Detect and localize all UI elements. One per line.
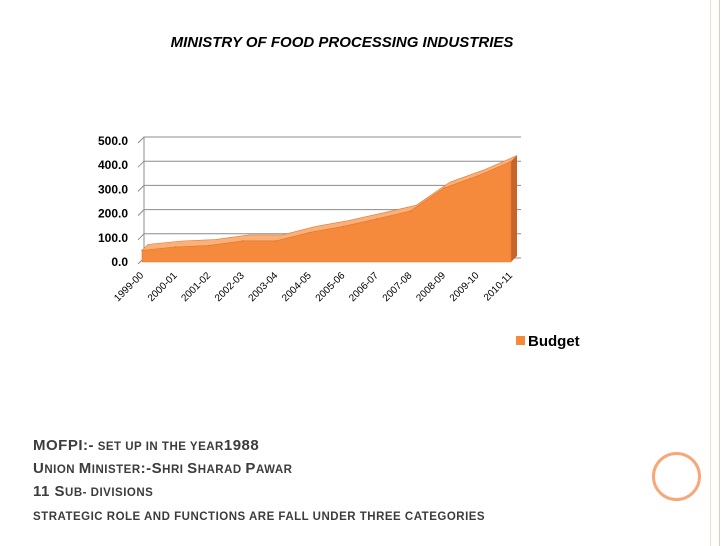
chart-title: MINISTRY OF FOOD PROCESSING INDUSTRIES bbox=[171, 34, 514, 51]
data-point bbox=[376, 218, 378, 220]
x-tick-label: 2009-10 bbox=[448, 270, 482, 304]
y-tick-label: 200.0 bbox=[98, 207, 128, 221]
body-line: 11 Sub- divisions bbox=[33, 483, 153, 501]
body-text-segment: hri bbox=[162, 464, 188, 476]
x-tick-label: 2008-09 bbox=[414, 270, 448, 304]
body-text-segment: inister bbox=[91, 464, 141, 476]
data-point bbox=[476, 175, 479, 177]
budget-area-chart: MINISTRY OF FOOD PROCESSING INDUSTRIES 0… bbox=[98, 34, 580, 350]
x-tick-label: 2000-01 bbox=[146, 270, 180, 304]
x-tick-label: 2006-07 bbox=[347, 270, 381, 304]
body-text-segment: 1988 bbox=[223, 437, 260, 454]
y-tick-label: 400.0 bbox=[98, 158, 128, 172]
body-text-segment: MOFPI:- bbox=[33, 437, 94, 454]
x-tick-label: 2005-06 bbox=[314, 270, 348, 304]
x-tick-label: 2010-11 bbox=[482, 270, 516, 304]
x-tick-label: 1999-00 bbox=[112, 270, 146, 304]
body-line: strategic role and functions are fall un… bbox=[33, 507, 485, 525]
x-tick-label: 2004-05 bbox=[280, 270, 314, 304]
body-text-segment: nion bbox=[44, 464, 79, 476]
y-tick-label: 300.0 bbox=[98, 182, 128, 196]
data-point bbox=[409, 210, 412, 212]
data-point bbox=[174, 246, 177, 248]
body-line: Union Minister:-Shri Sharad Pawar bbox=[33, 460, 292, 478]
slide-border-line-inner bbox=[710, 0, 711, 546]
legend-swatch bbox=[516, 336, 525, 345]
data-point bbox=[208, 244, 210, 247]
area-series bbox=[141, 155, 518, 263]
data-point bbox=[510, 160, 512, 163]
body-text-segment: set up in the year bbox=[94, 441, 224, 453]
area-front-face bbox=[141, 161, 512, 263]
y-tick-label: 0.0 bbox=[111, 255, 128, 269]
body-text-segment: U bbox=[33, 460, 45, 477]
gridline bbox=[137, 136, 521, 144]
x-axis-ticks: 1999-00 2000-01 2001-02 2002-03 2003-04 2004-… bbox=[112, 270, 515, 304]
y-tick-label: 100.0 bbox=[98, 231, 128, 245]
data-point bbox=[308, 231, 311, 234]
y-axis-ticks: 0.0 100.0 200.0 300.0 400.0 500.0 bbox=[98, 134, 128, 269]
gridline bbox=[137, 160, 521, 168]
x-tick-label: 2007-08 bbox=[381, 270, 415, 304]
legend: Budget bbox=[516, 333, 580, 350]
body-text-segment: 11 S bbox=[33, 483, 66, 500]
data-point bbox=[443, 187, 445, 189]
y-tick-label: 500.0 bbox=[98, 134, 128, 148]
body-text-segment: harad bbox=[197, 464, 246, 476]
decorative-circle bbox=[652, 452, 701, 501]
x-tick-label: 2002-03 bbox=[213, 270, 247, 304]
body-text-segment: strategic role and functions are fall un… bbox=[33, 511, 486, 523]
x-tick-label: 2001-02 bbox=[179, 270, 213, 304]
slide-border-line bbox=[719, 0, 720, 546]
body-text-segment: ub- divisions bbox=[65, 487, 154, 499]
area-side-face bbox=[511, 155, 517, 262]
data-point bbox=[141, 249, 143, 252]
data-point bbox=[342, 225, 345, 228]
body-line: MOFPI:- set up in the year1988 bbox=[33, 437, 259, 455]
body-text-segment: M bbox=[78, 460, 92, 477]
legend-label: Budget bbox=[528, 333, 580, 350]
body-text-segment: awar bbox=[255, 464, 293, 476]
data-point bbox=[241, 240, 244, 242]
body-text-segment: S bbox=[187, 460, 198, 477]
body-text-segment: :-S bbox=[140, 460, 163, 477]
body-text-segment: P bbox=[245, 460, 256, 477]
data-point bbox=[275, 240, 277, 242]
x-tick-label: 2003-04 bbox=[247, 270, 281, 304]
